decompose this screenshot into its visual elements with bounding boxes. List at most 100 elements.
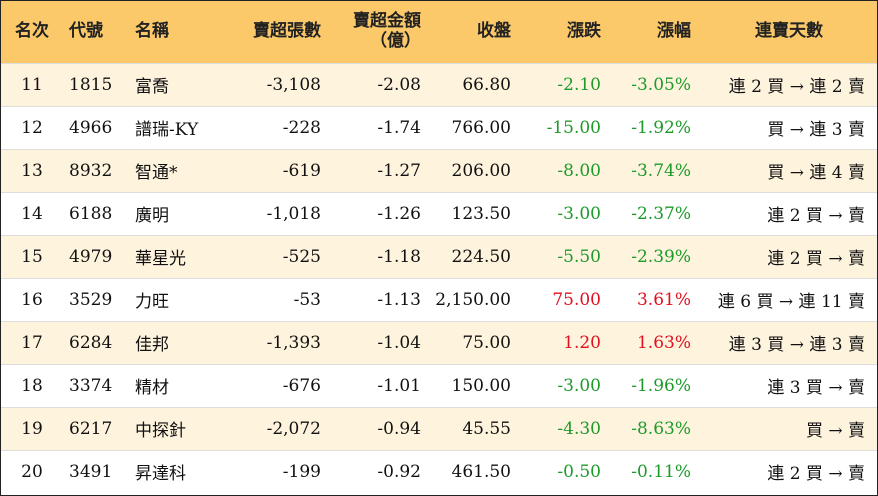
name-cell: 力旺 [131, 277, 235, 321]
streak-cell: 買 → 賣 [701, 406, 877, 450]
header-net-sell-amount: 賣超金額 （億） [331, 1, 431, 63]
close-cell: 45.55 [431, 406, 521, 450]
rank-cell: 20 [1, 449, 63, 493]
change-pct-cell: -2.37% [611, 191, 701, 235]
table-row: 11 1815 富喬 -3,108 -2.08 66.80 -2.10 -3.05% 連 2 買… [1, 62, 877, 106]
close-cell: 206.00 [431, 148, 521, 192]
name-cell: 精材 [131, 363, 235, 407]
close-cell: 2,150.00 [431, 277, 521, 321]
close-cell: 75.00 [431, 320, 521, 364]
table-row: 19 6217 中探針 -2,072 -0.94 45.55 -4.30 -8.63% 買 → … [1, 406, 877, 450]
table-row: 12 4966 譜瑞-KY -228 -1.74 766.00 -15.00 -1.92% 買 … [1, 105, 877, 149]
change-cell: -4.30 [521, 406, 611, 450]
change-pct-cell: -0.11% [611, 449, 701, 493]
net-sell-amount-cell: -1.18 [331, 234, 431, 278]
table-row: 20 3491 昇達科 -199 -0.92 461.50 -0.50 -0.11% 連 2 買… [1, 449, 877, 493]
net-sell-amount-cell: -1.27 [331, 148, 431, 192]
table-row: 16 3529 力旺 -53 -1.13 2,150.00 75.00 3.61% 連 6 買 … [1, 277, 877, 321]
streak-cell: 連 3 買 → 連 3 賣 [701, 320, 877, 364]
name-cell: 昇達科 [131, 449, 235, 493]
code-cell: 8932 [63, 148, 131, 192]
code-cell: 6188 [63, 191, 131, 235]
change-pct-cell: -1.92% [611, 105, 701, 149]
net-sell-lots-cell: -676 [235, 363, 331, 407]
table-row: 13 8932 智通* -619 -1.27 206.00 -8.00 -3.74% 買 → 連… [1, 148, 877, 192]
header-rank: 名次 [15, 20, 49, 41]
rank-cell: 18 [1, 363, 63, 407]
header-net-sell-amount-line2: （億） [370, 30, 421, 51]
table-row: 18 3374 精材 -676 -1.01 150.00 -3.00 -1.96% 連 3 買 … [1, 363, 877, 407]
change-pct-cell: -1.96% [611, 363, 701, 407]
rank-cell: 13 [1, 148, 63, 192]
table-body: 11 1815 富喬 -3,108 -2.08 66.80 -2.10 -3.05% 連 2 買… [1, 62, 877, 493]
change-pct-cell: 1.63% [611, 320, 701, 364]
header-code: 代號 [69, 20, 103, 41]
net-sell-lots-cell: -2,072 [235, 406, 331, 450]
rank-cell: 15 [1, 234, 63, 278]
header-name: 名稱 [135, 20, 169, 41]
code-cell: 6217 [63, 406, 131, 450]
name-cell: 佳邦 [131, 320, 235, 364]
table-row: 14 6188 廣明 -1,018 -1.26 123.50 -3.00 -2.37% 連 2 … [1, 191, 877, 235]
close-cell: 766.00 [431, 105, 521, 149]
change-cell: 75.00 [521, 277, 611, 321]
net-sell-lots-cell: -1,018 [235, 191, 331, 235]
code-cell: 1815 [63, 62, 131, 106]
net-sell-amount-cell: -2.08 [331, 62, 431, 106]
change-pct-cell: 3.61% [611, 277, 701, 321]
header-change: 漲跌 [567, 20, 601, 41]
change-cell: -5.50 [521, 234, 611, 278]
close-cell: 461.50 [431, 449, 521, 493]
change-cell: 1.20 [521, 320, 611, 364]
code-cell: 3491 [63, 449, 131, 493]
net-sell-lots-cell: -53 [235, 277, 331, 321]
header-close: 收盤 [477, 20, 511, 41]
change-pct-cell: -2.39% [611, 234, 701, 278]
name-cell: 廣明 [131, 191, 235, 235]
close-cell: 224.50 [431, 234, 521, 278]
net-sell-amount-cell: -1.74 [331, 105, 431, 149]
net-sell-lots-cell: -619 [235, 148, 331, 192]
name-cell: 中探針 [131, 406, 235, 450]
header-change-pct: 漲幅 [657, 20, 691, 41]
net-sell-lots-cell: -199 [235, 449, 331, 493]
change-pct-cell: -3.05% [611, 62, 701, 106]
name-cell: 富喬 [131, 62, 235, 106]
net-sell-amount-cell: -0.92 [331, 449, 431, 493]
streak-cell: 連 2 買 → 連 2 賣 [701, 62, 877, 106]
table-row: 17 6284 佳邦 -1,393 -1.04 75.00 1.20 1.63% 連 3 買 →… [1, 320, 877, 364]
code-cell: 6284 [63, 320, 131, 364]
header-net-sell-amount-line1: 賣超金額 [353, 11, 421, 32]
streak-cell: 買 → 連 3 賣 [701, 105, 877, 149]
rank-cell: 12 [1, 105, 63, 149]
net-sell-amount-cell: -1.26 [331, 191, 431, 235]
change-cell: -0.50 [521, 449, 611, 493]
header-streak: 連賣天數 [755, 20, 823, 41]
name-cell: 智通* [131, 148, 235, 192]
name-cell: 華星光 [131, 234, 235, 278]
rank-cell: 11 [1, 62, 63, 106]
code-cell: 3374 [63, 363, 131, 407]
rank-cell: 17 [1, 320, 63, 364]
net-sell-lots-cell: -228 [235, 105, 331, 149]
change-cell: -3.00 [521, 363, 611, 407]
name-cell: 譜瑞-KY [131, 105, 235, 149]
change-cell: -3.00 [521, 191, 611, 235]
streak-cell: 連 2 買 → 賣 [701, 449, 877, 493]
change-cell: -15.00 [521, 105, 611, 149]
streak-cell: 連 2 買 → 賣 [701, 191, 877, 235]
code-cell: 4979 [63, 234, 131, 278]
close-cell: 150.00 [431, 363, 521, 407]
net-sell-amount-cell: -1.01 [331, 363, 431, 407]
change-cell: -2.10 [521, 62, 611, 106]
streak-cell: 連 2 買 → 賣 [701, 234, 877, 278]
net-sell-lots-cell: -3,108 [235, 62, 331, 106]
rank-cell: 16 [1, 277, 63, 321]
close-cell: 123.50 [431, 191, 521, 235]
net-sell-amount-cell: -1.13 [331, 277, 431, 321]
change-pct-cell: -8.63% [611, 406, 701, 450]
code-cell: 3529 [63, 277, 131, 321]
header-net-sell-lots: 賣超張數 [253, 20, 321, 41]
net-sell-lots-cell: -525 [235, 234, 331, 278]
